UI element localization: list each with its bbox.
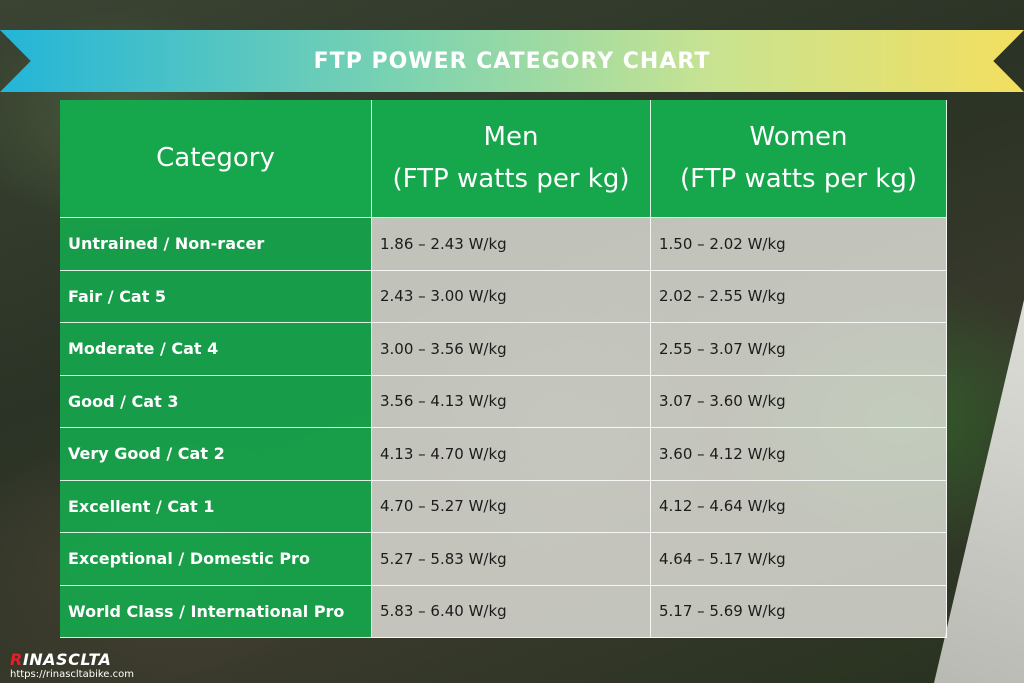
row-category: World Class / International Pro [60, 585, 372, 638]
site-url: https://rinasclta​bike.com [10, 669, 134, 680]
header-women: Women (FTP watts per kg) [651, 100, 947, 218]
row-category: Good / Cat 3 [60, 375, 372, 428]
row-women-value: 1.50 – 2.02 W/kg [651, 218, 947, 271]
row-women-value: 3.07 – 3.60 W/kg [651, 375, 947, 428]
row-men-value: 1.86 – 2.43 W/kg [372, 218, 651, 271]
row-men-value: 2.43 – 3.00 W/kg [372, 270, 651, 323]
header-category: Category [60, 100, 372, 218]
row-men-value: 4.70 – 5.27 W/kg [372, 480, 651, 533]
row-category: Moderate / Cat 4 [60, 323, 372, 376]
brand-logo: RINASCLTA [10, 650, 111, 669]
header-men: Men (FTP watts per kg) [372, 100, 651, 218]
row-category: Exceptional / Domestic Pro [60, 533, 372, 586]
row-men-value: 3.00 – 3.56 W/kg [372, 323, 651, 376]
row-men-value: 3.56 – 4.13 W/kg [372, 375, 651, 428]
row-category: Excellent / Cat 1 [60, 480, 372, 533]
ftp-table: Category Men (FTP watts per kg) Women (F… [60, 100, 947, 638]
row-women-value: 2.55 – 3.07 W/kg [651, 323, 947, 376]
row-men-value: 5.27 – 5.83 W/kg [372, 533, 651, 586]
row-women-value: 4.64 – 5.17 W/kg [651, 533, 947, 586]
row-men-value: 4.13 – 4.70 W/kg [372, 428, 651, 481]
title-banner: FTP POWER CATEGORY CHART [0, 30, 1024, 92]
header-men-line2: (FTP watts per kg) [392, 163, 630, 194]
header-women-line2: (FTP watts per kg) [679, 163, 918, 194]
logo-initial: R [10, 650, 23, 669]
row-women-value: 5.17 – 5.69 W/kg [651, 585, 947, 638]
header-category-label: Category [156, 142, 275, 173]
row-category: Fair / Cat 5 [60, 270, 372, 323]
row-men-value: 5.83 – 6.40 W/kg [372, 585, 651, 638]
row-women-value: 3.60 – 4.12 W/kg [651, 428, 947, 481]
row-category: Untrained / Non-racer [60, 218, 372, 271]
chart-title: FTP POWER CATEGORY CHART [313, 48, 711, 74]
row-women-value: 2.02 – 2.55 W/kg [651, 270, 947, 323]
header-men-line1: Men [483, 121, 539, 152]
row-category: Very Good / Cat 2 [60, 428, 372, 481]
row-women-value: 4.12 – 4.64 W/kg [651, 480, 947, 533]
logo-text: INASCLTA [22, 650, 112, 669]
header-women-line1: Women [749, 121, 848, 152]
